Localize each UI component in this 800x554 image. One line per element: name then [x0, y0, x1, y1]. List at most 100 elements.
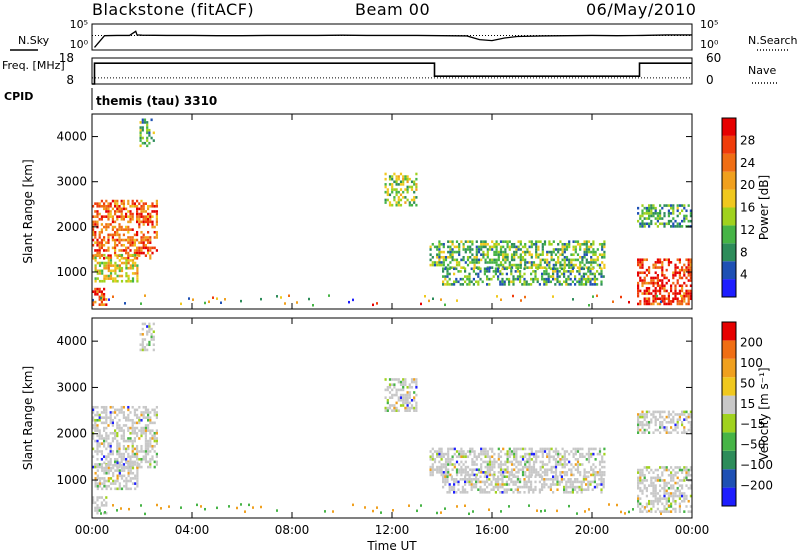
- velocity-cell: [458, 455, 461, 459]
- velocity-cell: [92, 416, 95, 419]
- power-cell: [667, 297, 670, 301]
- power-cell: [94, 202, 97, 205]
- power-cell: [689, 271, 692, 275]
- power-cell: [105, 204, 108, 208]
- power-cell: [96, 249, 99, 252]
- velocity-cell: [505, 475, 508, 479]
- power-cell: [663, 212, 666, 215]
- velocity-cell: [654, 423, 657, 427]
- power-cell: [585, 283, 588, 286]
- power-cell: [136, 204, 139, 208]
- velocity-cell: [543, 478, 546, 481]
- velocity-cell: [151, 429, 154, 432]
- velocity-cell: [482, 447, 485, 451]
- velocity-cell: [521, 473, 525, 477]
- power-cell: [667, 219, 670, 223]
- power-cell: [96, 287, 99, 291]
- power-cell: [495, 248, 498, 251]
- power-cell: [519, 258, 522, 262]
- power-colorbar-swatch: [722, 189, 736, 208]
- velocity-cell: [105, 421, 108, 425]
- power-cell: [146, 121, 149, 124]
- power-cell: [103, 264, 106, 267]
- velocity-cell: [468, 480, 471, 484]
- velocity-cell: [689, 466, 692, 469]
- velocity-cell: [140, 444, 143, 448]
- velocity-cell: [153, 434, 156, 438]
- velocity-cell: [481, 488, 484, 492]
- power-cell: [641, 263, 644, 267]
- power-cell: [415, 183, 418, 186]
- power-cell: [585, 250, 588, 254]
- velocity-cell: [652, 415, 655, 419]
- power-cell: [388, 177, 392, 181]
- velocity-cell: [410, 404, 414, 407]
- power-cell: [654, 209, 657, 213]
- power-cell: [468, 272, 471, 276]
- power-cell: [484, 242, 487, 246]
- power-cell: [683, 297, 686, 301]
- power-cell: [116, 266, 119, 270]
- velocity-cell: [608, 503, 610, 506]
- velocity-cell: [645, 413, 648, 416]
- power-cell: [116, 204, 119, 208]
- power-cell: [661, 271, 664, 275]
- velocity-cell: [570, 468, 573, 472]
- velocity-cell: [107, 455, 110, 458]
- power-cell: [506, 245, 509, 249]
- power-cell: [492, 275, 495, 278]
- power-cell: [585, 261, 588, 264]
- velocity-cell: [453, 478, 456, 481]
- power-cell: [689, 274, 692, 277]
- velocity-cell: [395, 391, 398, 394]
- velocity-cell: [408, 385, 411, 389]
- velocity-cell: [100, 434, 103, 438]
- velocity-cell: [144, 426, 147, 430]
- velocity-cell: [460, 473, 463, 477]
- velocity-cell: [153, 450, 156, 453]
- velocity-cell: [637, 426, 640, 429]
- power-cell: [656, 217, 659, 220]
- power-cell: [645, 258, 648, 262]
- velocity-cell: [667, 420, 670, 424]
- power-cell: [497, 242, 500, 246]
- velocity-cell: [486, 452, 489, 456]
- power-cell: [312, 303, 314, 307]
- power-cell: [482, 255, 485, 259]
- velocity-cell: [569, 485, 572, 489]
- power-cell: [645, 289, 648, 293]
- power-cell: [151, 215, 154, 218]
- power-cell: [152, 139, 155, 142]
- velocity-cell: [446, 475, 449, 479]
- velocity-cell: [641, 473, 644, 477]
- power-cell: [574, 245, 577, 249]
- velocity-cell: [116, 413, 119, 417]
- velocity-cell: [107, 452, 110, 456]
- power-cell: [386, 190, 389, 194]
- power-cell: [92, 300, 95, 304]
- velocity-cell: [240, 503, 242, 506]
- velocity-colorbar-tick-label: 200: [740, 335, 763, 349]
- velocity-cell: [109, 442, 112, 445]
- velocity-cell: [654, 479, 657, 482]
- power-cell: [138, 217, 141, 221]
- velocity-cell: [127, 479, 130, 483]
- power-cell: [590, 245, 593, 249]
- velocity-cell: [493, 471, 496, 474]
- power-cell: [413, 180, 416, 184]
- power-cell: [643, 276, 646, 280]
- velocity-cell: [395, 388, 398, 392]
- power-cell: [563, 275, 566, 278]
- velocity-cell: [565, 463, 569, 466]
- power-cell: [656, 289, 659, 293]
- power-cell: [103, 202, 106, 205]
- power-cell: [94, 230, 97, 234]
- power-cell: [548, 250, 551, 254]
- velocity-cell: [672, 494, 675, 498]
- velocity-cell: [528, 452, 531, 456]
- power-cell: [131, 215, 134, 218]
- velocity-cell: [395, 378, 398, 381]
- power-cell: [554, 283, 557, 286]
- velocity-cell: [521, 485, 524, 489]
- power-cell: [147, 215, 150, 218]
